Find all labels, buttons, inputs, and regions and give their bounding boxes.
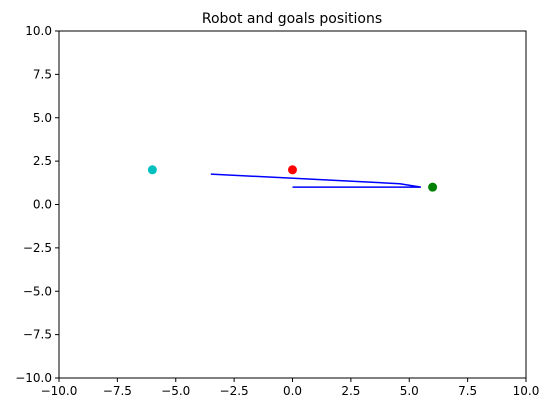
y-tick-label: −10.0 bbox=[15, 371, 52, 385]
x-tick-label: 0.0 bbox=[283, 384, 302, 398]
x-tick-label: 5.0 bbox=[400, 384, 419, 398]
y-tick-label: 5.0 bbox=[33, 111, 52, 125]
x-axis: −10.0 −7.5 −5.0 −2.5 0.0 2.5 5.0 7.5 10.0 bbox=[41, 378, 540, 398]
y-tick-label: 7.5 bbox=[33, 67, 52, 81]
y-tick-label: 0.0 bbox=[33, 198, 52, 212]
plot-area bbox=[147, 165, 438, 192]
y-axis: 10.0 7.5 5.0 2.5 0.0 −2.5 −5.0 −7.5 −10.0 bbox=[15, 24, 59, 385]
y-tick-label: −7.5 bbox=[23, 328, 52, 342]
axes-frame bbox=[58, 30, 527, 379]
data-point bbox=[428, 182, 438, 192]
x-tick-label: 10.0 bbox=[513, 384, 540, 398]
y-tick-label: −5.0 bbox=[23, 284, 52, 298]
data-point bbox=[288, 165, 297, 175]
x-tick-label: −2.5 bbox=[220, 384, 249, 398]
x-tick-label: 2.5 bbox=[341, 384, 360, 398]
x-tick-label: 7.5 bbox=[458, 384, 477, 398]
x-tick-label: −7.5 bbox=[103, 384, 132, 398]
y-tick-label: 10.0 bbox=[25, 24, 52, 38]
y-tick-label: −2.5 bbox=[23, 241, 52, 255]
chart-title: Robot and goals positions bbox=[202, 11, 382, 27]
robot-path-line bbox=[210, 173, 422, 188]
x-tick-label: −10.0 bbox=[41, 384, 78, 398]
x-tick-label: −5.0 bbox=[161, 384, 190, 398]
y-tick-label: 2.5 bbox=[33, 154, 52, 168]
data-point bbox=[147, 165, 157, 175]
